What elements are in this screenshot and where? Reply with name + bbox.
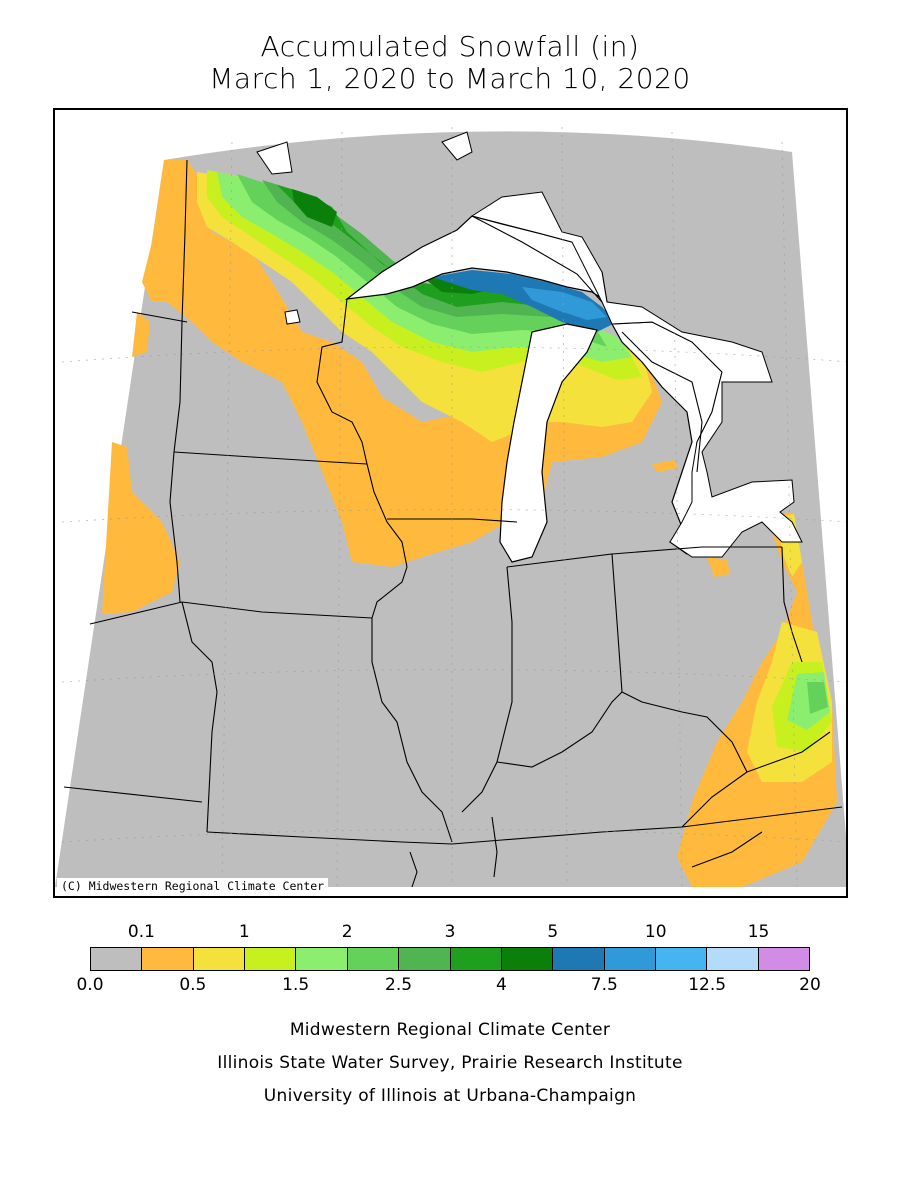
island-north	[256, 141, 293, 175]
legend-bottom-label: 20	[799, 975, 821, 995]
legend-swatch-5	[346, 947, 400, 971]
legend-bottom-label: 4	[496, 975, 507, 995]
copyright-label: (C) Midwestern Regional Climate Center	[57, 878, 329, 894]
footer-university: University of Illinois at Urbana-Champai…	[263, 1086, 637, 1106]
legend-swatch-11	[654, 947, 708, 971]
canada-ontario	[470, 191, 803, 558]
footer-survey: Illinois State Water Survey, Prairie Res…	[217, 1053, 683, 1073]
legend-swatch-13	[757, 947, 811, 971]
legend-swatch-4	[295, 947, 348, 971]
legend-swatch-0	[90, 947, 143, 971]
footer-org: Midwestern Regional Climate Center	[289, 1020, 611, 1040]
island-isle-royale	[441, 131, 473, 161]
legend-bottom-label: 0.0	[76, 975, 104, 995]
legend-top-label: 10	[644, 922, 667, 942]
lake-michigan	[499, 323, 598, 563]
snow-region-michigan-spot	[652, 460, 678, 472]
snowfall-map: (C) Midwestern Regional Climate Center	[53, 108, 848, 898]
legend-top-label: 15	[747, 922, 770, 942]
legend-swatch-1	[141, 947, 194, 971]
legend-top-label: 3	[444, 922, 456, 942]
legend-top-label: 2	[341, 922, 353, 942]
legend-bottom-label: 2.5	[385, 975, 413, 995]
legend-swatch-9	[552, 947, 605, 971]
legend-top-label: 1	[238, 922, 250, 942]
snow-region-blue-up	[432, 270, 617, 332]
lake-winnebago-area	[284, 309, 301, 325]
legend-bottom-label: 0.5	[179, 975, 207, 995]
map-canvas	[55, 110, 846, 896]
snow-region-vdgreen	[292, 189, 337, 227]
snow-region-mgreen-east	[807, 682, 828, 714]
legend-bottom-label: 7.5	[590, 975, 618, 995]
legend-bottom-label: 12.5	[688, 975, 727, 995]
snow-region-ohio-spot	[707, 557, 730, 577]
snow-region-west-edge	[132, 312, 150, 357]
state-boundaries	[63, 159, 843, 888]
map-title: Accumulated Snowfall (in)	[260, 30, 640, 63]
map-date-range: March 1, 2020 to March 10, 2020	[209, 62, 691, 95]
legend-swatch-6	[398, 947, 451, 971]
snow-region-west-nebraska	[102, 442, 180, 614]
legend-swatch-8	[500, 947, 554, 971]
graticule	[61, 126, 846, 888]
legend-swatch-3	[244, 947, 297, 971]
snow-region-mblue-up	[522, 287, 607, 320]
legend-bottom-label: 1.5	[282, 975, 310, 995]
legend-swatch-2	[192, 947, 246, 971]
legend-color-bar	[90, 947, 811, 971]
legend-top-label: 0.1	[127, 922, 155, 942]
legend-swatch-7	[449, 947, 502, 971]
legend-swatch-10	[603, 947, 656, 971]
legend-top-label: 5	[547, 922, 559, 942]
legend-swatch-12	[706, 947, 759, 971]
